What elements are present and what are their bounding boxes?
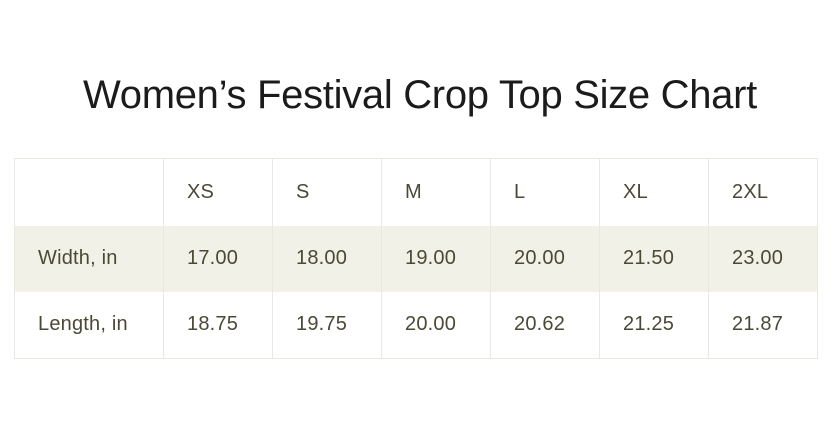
column-header-s: S — [272, 158, 382, 226]
column-header-2xl: 2XL — [708, 158, 818, 226]
length-value-2xl: 21.87 — [708, 291, 818, 359]
width-value-xs: 17.00 — [163, 225, 273, 292]
length-value-xs: 18.75 — [163, 291, 273, 359]
corner-header-cell — [14, 158, 164, 226]
row-label-width: Width, in — [14, 225, 164, 292]
page-title: Women’s Festival Crop Top Size Chart — [83, 73, 757, 117]
table-row-length: Length, in 18.75 19.75 20.00 20.62 21.25… — [14, 291, 818, 359]
row-label-length: Length, in — [14, 291, 164, 359]
column-header-m: M — [381, 158, 491, 226]
table-header-row: XS S M L XL 2XL — [14, 158, 818, 226]
table-row-width: Width, in 17.00 18.00 19.00 20.00 21.50 … — [14, 225, 818, 292]
length-value-l: 20.62 — [490, 291, 600, 359]
length-value-s: 19.75 — [272, 291, 382, 359]
column-header-xs: XS — [163, 158, 273, 226]
width-value-xl: 21.50 — [599, 225, 709, 292]
width-value-m: 19.00 — [381, 225, 491, 292]
column-header-xl: XL — [599, 158, 709, 226]
width-value-2xl: 23.00 — [708, 225, 818, 292]
width-value-s: 18.00 — [272, 225, 382, 292]
column-header-l: L — [490, 158, 600, 226]
length-value-xl: 21.25 — [599, 291, 709, 359]
length-value-m: 20.00 — [381, 291, 491, 359]
width-value-l: 20.00 — [490, 225, 600, 292]
size-chart-table: XS S M L XL 2XL Width, in 17.00 18.00 19… — [14, 158, 818, 359]
